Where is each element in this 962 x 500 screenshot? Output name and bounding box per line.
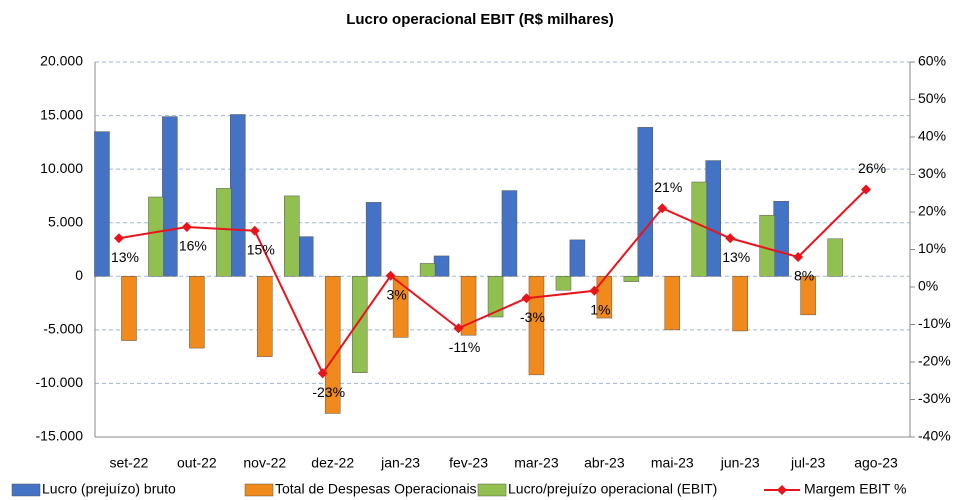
bar — [419, 263, 436, 277]
x-tick-label: abr-23 — [584, 455, 625, 471]
legend-label: Margem EBIT % — [804, 481, 906, 497]
y-tick-label: 20.000 — [40, 53, 83, 69]
data-label: -11% — [449, 339, 481, 355]
bar — [664, 276, 681, 331]
y-tick-label: -10.000 — [36, 374, 84, 390]
legend-swatch — [244, 483, 274, 497]
y2-tick-label: 30% — [918, 165, 946, 181]
marker — [249, 225, 260, 236]
bar — [460, 276, 477, 336]
legend-swatch — [11, 483, 41, 497]
marker — [317, 368, 328, 379]
bar — [257, 276, 273, 357]
y2-tick-label: 50% — [918, 90, 946, 106]
y-tick-label: 10.000 — [40, 160, 83, 176]
y2-tick-label: -20% — [918, 353, 951, 369]
marker — [113, 233, 124, 244]
bar — [705, 160, 721, 277]
bar — [569, 239, 586, 277]
line — [118, 188, 867, 376]
bar — [94, 131, 110, 277]
y2-tick-label: 10% — [918, 240, 946, 256]
bar — [732, 276, 748, 332]
x-tick-label: mai-23 — [651, 455, 694, 471]
marker — [453, 323, 464, 334]
x-tick-label: jun-23 — [720, 455, 760, 471]
data-label: 3% — [387, 286, 407, 302]
legend-marker — [777, 485, 787, 495]
bar — [121, 276, 137, 341]
bar — [189, 276, 205, 349]
y2-tick-label: 60% — [918, 53, 946, 69]
data-label: 16% — [179, 238, 207, 254]
y2-tick-label: 40% — [918, 128, 946, 144]
bar — [528, 276, 545, 376]
legend-label: Lucro (prejuízo) bruto — [42, 481, 176, 497]
chart-title: Lucro operacional EBIT (R$ milhares) — [346, 11, 614, 28]
x-tick-label: fev-23 — [449, 455, 488, 471]
data-label: 21% — [654, 179, 682, 195]
data-label: 13% — [111, 249, 139, 265]
data-label: -23% — [312, 384, 345, 400]
x-tick-label: set-22 — [109, 455, 148, 471]
bar — [230, 114, 246, 277]
bar — [162, 116, 178, 277]
bar — [433, 255, 450, 277]
x-tick-label: out-22 — [177, 455, 217, 471]
marker — [861, 184, 872, 195]
marker — [181, 222, 192, 232]
x-tick-label: jul-23 — [790, 455, 825, 471]
bar — [501, 190, 518, 277]
marker — [657, 203, 668, 214]
legend-label: Lucro/prejuízo operacional (EBIT) — [508, 481, 717, 497]
bar — [487, 276, 504, 318]
data-label: -3% — [520, 309, 545, 325]
bar — [216, 188, 232, 277]
marker — [793, 252, 804, 262]
bar — [297, 236, 314, 277]
x-tick-label: dez-22 — [311, 455, 354, 471]
bar — [623, 276, 640, 282]
data-label: 26% — [858, 160, 886, 176]
bar — [637, 127, 654, 277]
x-tick-label: nov-22 — [243, 455, 286, 471]
data-label: 1% — [590, 301, 610, 317]
bar — [759, 214, 775, 277]
y2-tick-label: -10% — [918, 315, 951, 331]
bar — [827, 238, 843, 277]
data-label: 15% — [247, 241, 275, 257]
y-tick-label: 15.000 — [40, 106, 83, 122]
bar — [284, 195, 300, 277]
bar — [324, 276, 341, 414]
bar — [365, 202, 382, 277]
x-tick-label: ago-23 — [854, 455, 898, 471]
bar — [800, 276, 816, 316]
bar — [596, 276, 613, 319]
data-label: 13% — [722, 249, 750, 265]
bar — [148, 196, 164, 277]
bar — [555, 276, 572, 291]
y2-tick-label: -30% — [918, 390, 951, 406]
marker — [521, 293, 532, 304]
y-tick-label: 0 — [75, 267, 83, 283]
legend-swatch — [477, 483, 507, 497]
bar — [691, 181, 708, 277]
bar — [773, 201, 789, 277]
y-tick-label: -5.000 — [43, 321, 83, 337]
y2-tick-label: 0% — [918, 278, 938, 294]
marker — [385, 270, 396, 281]
bar — [392, 276, 409, 338]
data-label: 8% — [794, 268, 814, 284]
x-tick-label: mar-23 — [514, 455, 559, 471]
y2-tick-label: -40% — [918, 428, 951, 444]
x-tick-label: jan-23 — [380, 455, 420, 471]
y-tick-label: 5.000 — [48, 213, 83, 229]
y-tick-label: -15.000 — [36, 428, 84, 444]
bar — [351, 276, 368, 373]
y2-tick-label: 20% — [918, 203, 946, 219]
legend-label: Total de Despesas Operacionais — [275, 481, 477, 497]
marker — [589, 285, 600, 296]
marker — [725, 233, 736, 244]
